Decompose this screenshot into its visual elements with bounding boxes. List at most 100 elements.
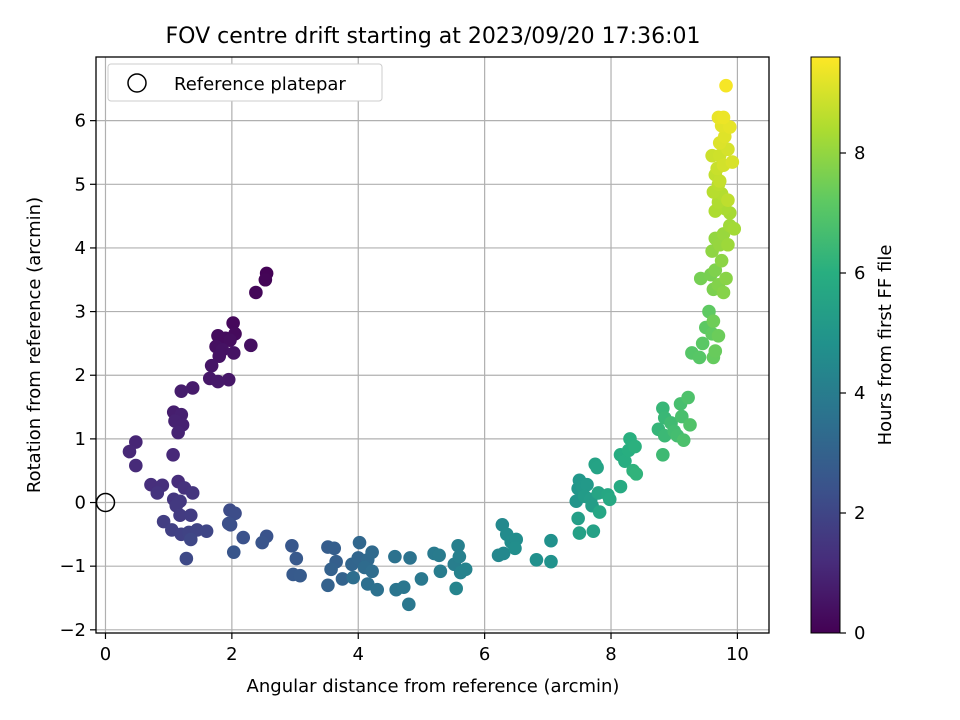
colorbar-label: Hours from first FF file bbox=[875, 245, 896, 446]
data-point bbox=[613, 479, 628, 494]
data-point bbox=[289, 551, 304, 566]
x-tick-label: 10 bbox=[726, 644, 749, 665]
data-point bbox=[171, 425, 185, 440]
chart-title: FOV centre drift starting at 2023/09/20 … bbox=[166, 24, 701, 49]
data-point bbox=[508, 541, 522, 556]
data-point bbox=[592, 505, 607, 519]
data-point bbox=[221, 372, 236, 387]
data-point bbox=[723, 120, 737, 134]
data-point bbox=[285, 539, 299, 553]
data-point bbox=[708, 344, 723, 358]
y-tick-label: 1 bbox=[75, 429, 86, 450]
data-point bbox=[676, 433, 691, 447]
data-point bbox=[571, 511, 585, 526]
data-point bbox=[249, 285, 263, 300]
y-tick-label: 2 bbox=[75, 365, 86, 386]
colorbar-tick-label: 6 bbox=[854, 263, 865, 284]
data-point bbox=[388, 549, 402, 564]
data-point bbox=[365, 545, 379, 559]
data-point bbox=[226, 545, 241, 559]
data-point bbox=[166, 447, 180, 462]
data-point bbox=[156, 514, 171, 529]
data-point bbox=[244, 338, 258, 353]
data-point bbox=[321, 578, 335, 593]
data-point bbox=[258, 272, 273, 287]
legend-label: Reference platepar bbox=[174, 74, 346, 95]
data-point bbox=[683, 418, 697, 432]
data-point bbox=[618, 454, 632, 468]
data-point bbox=[226, 316, 240, 330]
data-point bbox=[150, 486, 165, 500]
data-point bbox=[544, 533, 558, 548]
data-point bbox=[719, 271, 733, 286]
data-point bbox=[451, 539, 465, 553]
x-axis-label: Angular distance from reference (arcmin) bbox=[247, 676, 620, 697]
data-point bbox=[695, 336, 710, 351]
data-point bbox=[529, 553, 544, 567]
data-point bbox=[586, 524, 601, 538]
data-point bbox=[324, 562, 338, 577]
data-point bbox=[714, 253, 729, 268]
colorbar bbox=[810, 56, 841, 634]
colorbar-tick-label: 2 bbox=[854, 503, 865, 524]
data-point bbox=[346, 570, 360, 585]
grid-lines bbox=[96, 57, 769, 633]
data-point bbox=[212, 349, 227, 363]
data-point bbox=[228, 506, 242, 521]
y-tick-label: 4 bbox=[75, 238, 86, 259]
y-axis-label: Rotation from reference (arcmin) bbox=[24, 197, 45, 493]
data-point bbox=[185, 381, 200, 395]
data-point bbox=[414, 572, 429, 586]
legend-box bbox=[107, 63, 383, 102]
data-point bbox=[496, 546, 511, 561]
data-point bbox=[183, 508, 198, 523]
data-point bbox=[725, 155, 740, 169]
colorbar-tick-label: 8 bbox=[854, 143, 865, 164]
data-point bbox=[293, 568, 307, 583]
y-tick-label: 0 bbox=[75, 493, 86, 514]
data-point bbox=[692, 350, 707, 365]
data-point bbox=[590, 460, 604, 475]
x-tick-label: 4 bbox=[353, 644, 364, 665]
data-point bbox=[432, 548, 446, 563]
legend-reference-marker bbox=[127, 73, 147, 93]
data-point bbox=[199, 524, 214, 538]
data-point bbox=[255, 535, 269, 550]
data-point bbox=[223, 333, 237, 348]
y-tick-label: 3 bbox=[75, 302, 86, 323]
y-tick-label: −2 bbox=[59, 620, 86, 641]
x-axis-ticks: 0 2 4 6 8 10 bbox=[100, 633, 749, 665]
data-point bbox=[335, 572, 350, 586]
data-point bbox=[656, 447, 670, 462]
colorbar-tick-label: 0 bbox=[854, 623, 865, 644]
data-point bbox=[370, 582, 385, 597]
y-tick-label: −1 bbox=[59, 556, 86, 577]
data-point bbox=[433, 564, 448, 579]
data-point bbox=[179, 551, 194, 566]
data-point bbox=[204, 358, 219, 373]
data-point bbox=[365, 564, 379, 579]
data-point bbox=[572, 526, 587, 540]
data-point bbox=[602, 492, 617, 507]
data-point bbox=[211, 374, 225, 389]
data-point bbox=[674, 409, 689, 424]
data-point bbox=[452, 549, 467, 564]
data-point bbox=[727, 222, 742, 236]
data-point bbox=[721, 237, 735, 252]
data-point bbox=[681, 390, 695, 405]
data-point bbox=[544, 554, 558, 569]
data-point bbox=[711, 328, 726, 343]
data-point bbox=[185, 486, 200, 500]
data-point bbox=[628, 439, 642, 454]
data-point bbox=[226, 346, 241, 360]
x-tick-label: 6 bbox=[479, 644, 490, 665]
data-point bbox=[629, 467, 644, 481]
y-axis-ticks: −2 −1 0 1 2 3 4 5 6 bbox=[59, 111, 96, 641]
data-point bbox=[708, 263, 723, 278]
data-point bbox=[402, 597, 416, 612]
data-point bbox=[352, 535, 367, 550]
data-point bbox=[716, 285, 731, 300]
data-point bbox=[221, 516, 236, 531]
legend: Reference platepar bbox=[107, 63, 383, 102]
